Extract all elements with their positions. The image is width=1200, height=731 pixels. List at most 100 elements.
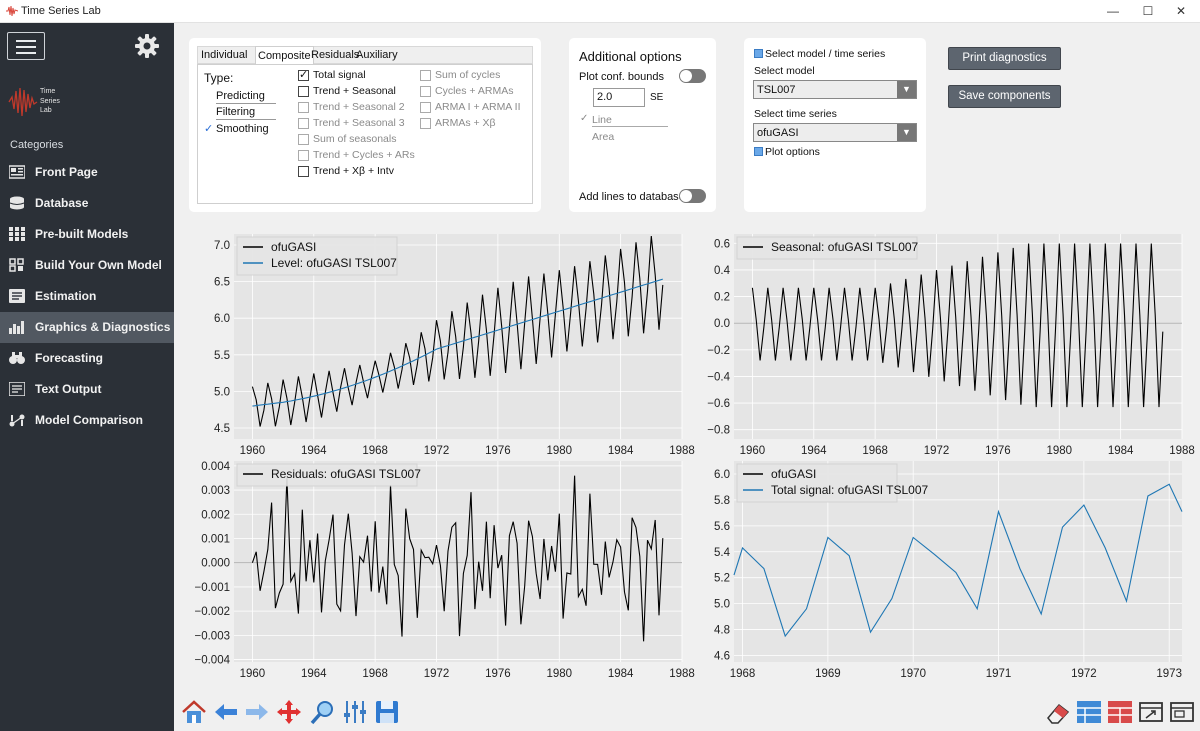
select-model-label: Select model (754, 65, 815, 77)
checkbox-label: ARMAs + Xβ (435, 117, 496, 129)
layout-icon-2[interactable] (1106, 698, 1134, 726)
type-smoothing[interactable]: Smoothing (216, 123, 269, 135)
sidebar-item-label: Build Your Own Model (35, 258, 162, 272)
y-tick-label: 5.0 (214, 386, 230, 398)
line-option[interactable]: Line (592, 114, 668, 127)
model-select-panel: Select model / time series Select model … (744, 38, 926, 212)
type-filtering[interactable]: Filtering (216, 106, 276, 120)
sidebar-item-model-comparison[interactable]: Model Comparison (0, 405, 174, 436)
sidebar-item-label: Forecasting (35, 351, 104, 365)
close-button[interactable]: ✕ (1175, 4, 1187, 18)
legend-label: Level: ofuGASI TSL007 (271, 256, 397, 270)
x-tick-label: 1960 (240, 668, 266, 680)
x-tick-label: 1980 (1046, 445, 1072, 457)
home-icon[interactable] (180, 698, 208, 726)
sidebar-item-pre-built-models[interactable]: Pre-built Models (0, 219, 174, 250)
y-tick-label: 0.003 (201, 485, 230, 497)
sidebar-item-label: Estimation (35, 289, 97, 303)
sidebar-item-label: Front Page (35, 165, 98, 179)
y-tick-label: 6.0 (714, 469, 730, 481)
forward-arrow-icon[interactable] (243, 698, 271, 726)
save-components-button[interactable]: Save components (948, 85, 1061, 108)
sidebar-item-label: Graphics & Diagnostics (35, 320, 171, 334)
y-tick-label: 5.2 (714, 573, 730, 585)
checkbox-label: Trend + Xβ + Intv (313, 165, 394, 177)
back-arrow-icon[interactable] (212, 698, 240, 726)
y-tick-label: 0.001 (201, 533, 230, 545)
chevron-down-icon[interactable]: ▼ (897, 81, 916, 98)
model-select-checkbox[interactable] (754, 49, 763, 58)
y-tick-label: 0.6 (714, 238, 730, 250)
x-tick-label: 1976 (485, 445, 511, 457)
sidebar-item-text-output[interactable]: Text Output (0, 374, 174, 405)
plot-options-checkbox[interactable] (754, 147, 763, 156)
checkbox-box[interactable]: ✓ (298, 69, 309, 81)
x-tick-label: 1980 (546, 668, 572, 680)
add-lines-label: Add lines to database (579, 191, 685, 203)
chart-4[interactable]: 1968 1969 1970 1971 1972 1973 6.0 5.8 5.6 5.4 5.2 5… (714, 461, 1183, 680)
comparison-icon (9, 414, 25, 427)
series-combobox[interactable]: ofuGASI ▼ (753, 123, 917, 142)
checkbox-label: Cycles + ARMAs (435, 85, 514, 97)
tab-auxiliary[interactable]: Auxiliary (356, 49, 398, 61)
window-title: Time Series Lab (21, 5, 101, 17)
y-tick-label: 4.8 (714, 625, 730, 637)
tab-composite[interactable]: Composite (255, 46, 314, 64)
chart-legend: ofuGASI Total signal: ofuGASI TSL007 (736, 463, 929, 503)
charts-area[interactable]: 1960 1964 1968 1972 1976 1980 1984 1988 4.5 5.0 5.… (174, 230, 1200, 692)
sidebar-item-graphics-diagnostics[interactable]: Graphics & Diagnostics (0, 312, 174, 343)
sidebar-item-database[interactable]: Database (0, 188, 174, 219)
model-combobox[interactable]: TSL007 ▼ (753, 80, 917, 99)
settings-gear-icon[interactable] (134, 33, 160, 59)
conf-bounds-toggle[interactable] (679, 69, 706, 83)
plot-options-label[interactable]: Plot options (765, 146, 820, 158)
x-tick-label: 1988 (669, 668, 695, 680)
sidebar-item-forecasting[interactable]: Forecasting (0, 343, 174, 374)
chart-2[interactable]: 1960 1964 1968 1972 1976 1980 1984 1988 0.6 0.4 0.… (707, 234, 1195, 457)
sidebar-item-build-your-own-model[interactable]: Build Your Own Model (0, 250, 174, 281)
y-tick-label: 0.2 (714, 292, 730, 304)
chart-3[interactable]: 1960 1964 1968 1972 1976 1980 1984 1988 0.004 0.0… (195, 461, 695, 680)
eraser-icon[interactable] (1044, 698, 1072, 726)
chart-1[interactable]: 1960 1964 1968 1972 1976 1980 1984 1988 4.5 5.0 5.… (214, 234, 695, 457)
minimize-button[interactable]: — (1107, 4, 1119, 18)
chevron-down-icon[interactable]: ▼ (897, 124, 916, 141)
sliders-icon[interactable] (341, 698, 369, 726)
add-lines-toggle[interactable] (679, 189, 706, 203)
checkbox-box (298, 150, 309, 161)
tab-residuals[interactable]: Residuals (311, 49, 360, 61)
zoom-icon[interactable] (308, 698, 336, 726)
layout-icon-3[interactable] (1137, 698, 1165, 726)
se-input[interactable]: 2.0 (593, 88, 645, 107)
sidebar-item-label: Text Output (35, 382, 102, 396)
y-tick-label: 5.0 (714, 599, 730, 611)
y-tick-label: 5.5 (214, 350, 230, 362)
conf-bounds-label: Plot conf. bounds (579, 71, 665, 83)
x-tick-label: 1968 (730, 668, 756, 680)
x-tick-label: 1976 (985, 445, 1011, 457)
y-tick-label: 7.0 (214, 240, 230, 252)
checkbox-box[interactable] (298, 86, 309, 97)
sidebar-item-estimation[interactable]: Estimation (0, 281, 174, 312)
sidebar-item-front-page[interactable]: Front Page (0, 157, 174, 188)
logo-text-3: Lab (40, 107, 52, 114)
menu-button[interactable] (7, 32, 45, 60)
x-tick-label: 1988 (1169, 445, 1195, 457)
pan-icon[interactable] (275, 698, 303, 726)
layout-icon-4[interactable] (1168, 698, 1196, 726)
plot-background (234, 461, 682, 662)
plot-type-panel: Individual Composite Residuals Auxiliary… (189, 38, 541, 212)
x-tick-label: 1971 (986, 668, 1012, 680)
checkbox-box[interactable] (298, 166, 309, 177)
type-label: Type: (204, 71, 234, 85)
layout-icon-1[interactable] (1075, 698, 1103, 726)
type-predicting[interactable]: Predicting (216, 90, 276, 104)
sidebar-item-label: Model Comparison (35, 413, 144, 427)
model-value: TSL007 (757, 84, 796, 96)
area-option[interactable]: Area (592, 131, 615, 143)
tab-individual[interactable]: Individual (201, 49, 248, 61)
print-diagnostics-button[interactable]: Print diagnostics (948, 47, 1061, 70)
save-icon[interactable] (373, 698, 401, 726)
maximize-button[interactable]: ☐ (1142, 4, 1154, 18)
legend-label: ofuGASI (771, 467, 816, 481)
